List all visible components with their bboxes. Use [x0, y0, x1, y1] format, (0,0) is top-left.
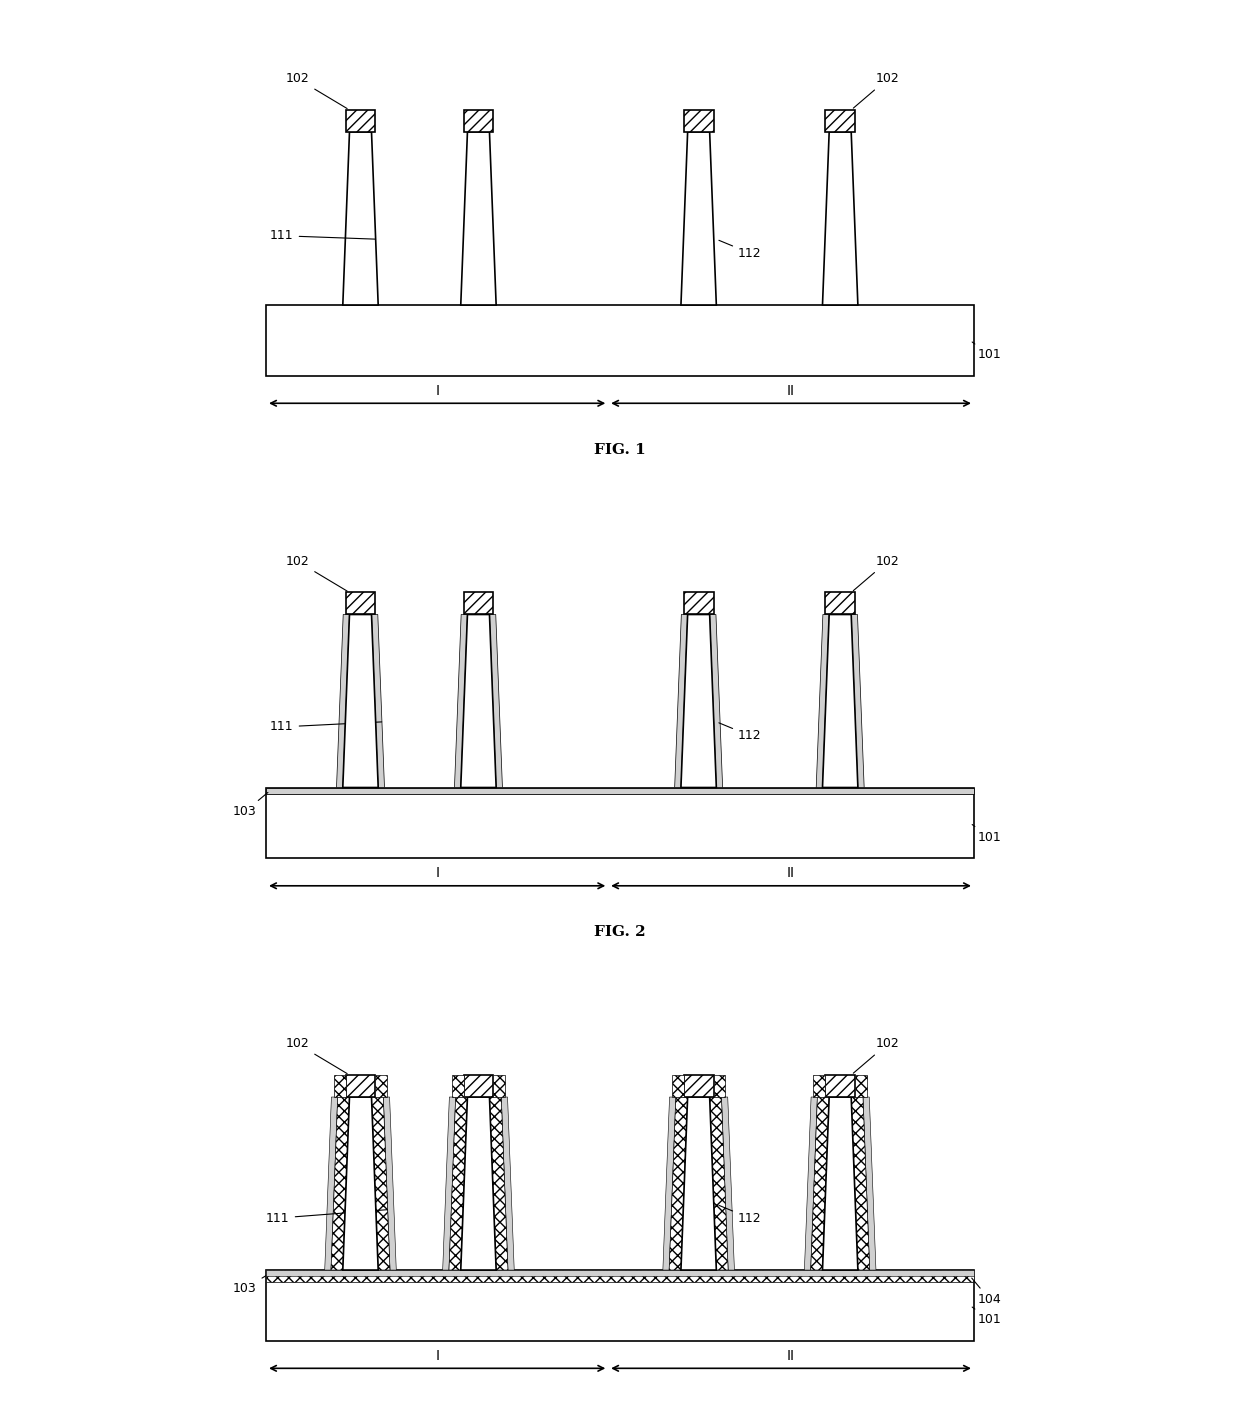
- Polygon shape: [681, 132, 717, 306]
- Polygon shape: [670, 1096, 688, 1270]
- Text: 101: 101: [972, 342, 1002, 362]
- Bar: [267, 788, 973, 794]
- Text: 112: 112: [719, 1206, 761, 1224]
- Polygon shape: [342, 614, 378, 788]
- Bar: [267, 1270, 973, 1340]
- Text: 102: 102: [853, 1037, 899, 1073]
- Polygon shape: [822, 1096, 858, 1270]
- Bar: [683, 109, 713, 132]
- Bar: [376, 1075, 387, 1096]
- Bar: [464, 1075, 494, 1096]
- Polygon shape: [805, 1096, 817, 1270]
- Polygon shape: [863, 1096, 875, 1270]
- Polygon shape: [443, 1096, 455, 1270]
- Bar: [464, 593, 494, 614]
- Text: I: I: [435, 1349, 439, 1363]
- Bar: [672, 1075, 683, 1096]
- Polygon shape: [455, 614, 467, 788]
- Text: 103: 103: [233, 1274, 268, 1295]
- Text: I: I: [435, 384, 439, 398]
- Polygon shape: [325, 1096, 337, 1270]
- Bar: [267, 1270, 973, 1281]
- Polygon shape: [811, 1096, 830, 1270]
- Polygon shape: [851, 614, 864, 788]
- Polygon shape: [709, 1096, 728, 1270]
- Polygon shape: [372, 1096, 391, 1270]
- Bar: [683, 1075, 713, 1096]
- Bar: [494, 1075, 505, 1096]
- Polygon shape: [383, 1096, 397, 1270]
- Polygon shape: [681, 1096, 717, 1270]
- Text: 103: 103: [233, 792, 268, 817]
- Polygon shape: [675, 614, 688, 788]
- Bar: [451, 1075, 464, 1096]
- Text: 102: 102: [285, 1037, 347, 1074]
- Polygon shape: [681, 614, 717, 788]
- Polygon shape: [331, 1096, 350, 1270]
- Text: 101: 101: [972, 824, 1002, 844]
- Bar: [346, 593, 376, 614]
- Polygon shape: [461, 132, 496, 306]
- Text: 111: 111: [267, 1210, 387, 1224]
- Bar: [267, 1270, 973, 1276]
- Text: I: I: [435, 866, 439, 880]
- Bar: [713, 1075, 725, 1096]
- Text: 111: 111: [270, 721, 382, 733]
- Text: 102: 102: [853, 555, 899, 590]
- Text: 102: 102: [285, 73, 347, 108]
- Polygon shape: [851, 1096, 869, 1270]
- Polygon shape: [461, 614, 496, 788]
- Bar: [826, 1075, 856, 1096]
- Polygon shape: [501, 1096, 515, 1270]
- Polygon shape: [709, 614, 723, 788]
- Text: II: II: [787, 384, 795, 398]
- Text: 112: 112: [719, 240, 761, 259]
- Bar: [813, 1075, 826, 1096]
- Bar: [267, 788, 973, 858]
- Polygon shape: [663, 1096, 676, 1270]
- Bar: [346, 109, 376, 132]
- Text: II: II: [787, 866, 795, 880]
- Bar: [267, 306, 973, 376]
- Text: FIG. 1: FIG. 1: [594, 443, 646, 457]
- Text: 102: 102: [853, 73, 899, 108]
- Polygon shape: [816, 614, 830, 788]
- Polygon shape: [372, 614, 384, 788]
- Bar: [826, 109, 856, 132]
- Polygon shape: [449, 1096, 467, 1270]
- Polygon shape: [342, 132, 378, 306]
- Text: II: II: [787, 1349, 795, 1363]
- Bar: [856, 1075, 867, 1096]
- Polygon shape: [490, 1096, 508, 1270]
- Text: 111: 111: [270, 230, 376, 243]
- Text: 112: 112: [719, 723, 761, 742]
- Bar: [334, 1075, 346, 1096]
- Bar: [826, 593, 856, 614]
- Bar: [683, 593, 713, 614]
- Polygon shape: [336, 614, 350, 788]
- Text: 102: 102: [285, 555, 347, 592]
- Bar: [346, 1075, 376, 1096]
- Bar: [464, 109, 494, 132]
- Polygon shape: [722, 1096, 734, 1270]
- Text: FIG. 2: FIG. 2: [594, 925, 646, 939]
- Polygon shape: [822, 614, 858, 788]
- Polygon shape: [490, 614, 502, 788]
- Text: 104: 104: [972, 1279, 1002, 1307]
- Polygon shape: [461, 1096, 496, 1270]
- Text: 101: 101: [972, 1307, 1002, 1326]
- Polygon shape: [822, 132, 858, 306]
- Polygon shape: [342, 1096, 378, 1270]
